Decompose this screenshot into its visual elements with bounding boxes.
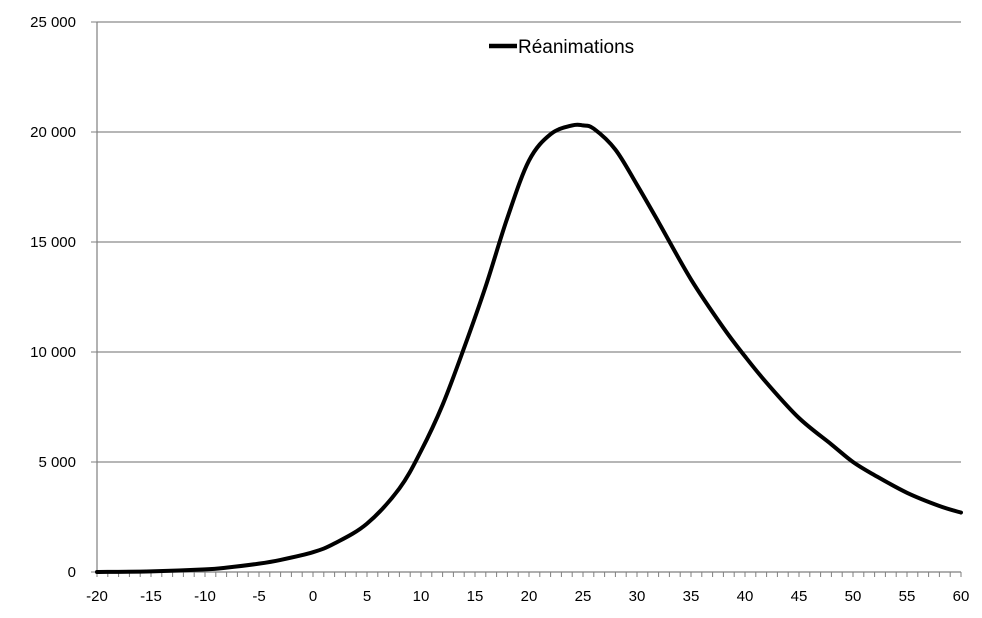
y-tick-label: 5 000	[38, 454, 76, 471]
x-tick-label: 60	[953, 588, 970, 605]
x-tick-label: -15	[140, 588, 162, 605]
x-axis-ticks: -20 -15 -10 -5 0 5 10 15 20 25 30 35 40 45 50 55 60	[86, 572, 969, 605]
y-tick-label: 15 000	[30, 234, 76, 251]
x-tick-label: 45	[791, 588, 808, 605]
x-tick-label: -5	[252, 588, 265, 605]
x-tick-label: 10	[413, 588, 430, 605]
x-tick-label: 55	[899, 588, 916, 605]
x-tick-label: 25	[575, 588, 592, 605]
y-tick-label: 0	[68, 564, 76, 581]
legend-label: Réanimations	[518, 37, 634, 58]
y-axis-ticks: 0 5 000 10 000 15 000 20 000 25 000	[30, 14, 97, 581]
series-line	[95, 122, 963, 574]
legend: Réanimations	[489, 37, 634, 58]
y-tick-label: 20 000	[30, 124, 76, 141]
x-tick-label: -20	[86, 588, 108, 605]
x-tick-label: 5	[363, 588, 371, 605]
y-tick-label: 10 000	[30, 344, 76, 361]
x-tick-label: 15	[467, 588, 484, 605]
gridlines	[97, 21, 961, 463]
series-layer	[95, 122, 963, 574]
x-tick-label: 40	[737, 588, 754, 605]
x-tick-label: 0	[309, 588, 317, 605]
x-tick-label: -10	[194, 588, 216, 605]
y-tick-label: 25 000	[30, 14, 76, 31]
x-tick-label: 20	[521, 588, 538, 605]
x-tick-label: 30	[629, 588, 646, 605]
x-tick-label: 50	[845, 588, 862, 605]
x-tick-label: 35	[683, 588, 700, 605]
